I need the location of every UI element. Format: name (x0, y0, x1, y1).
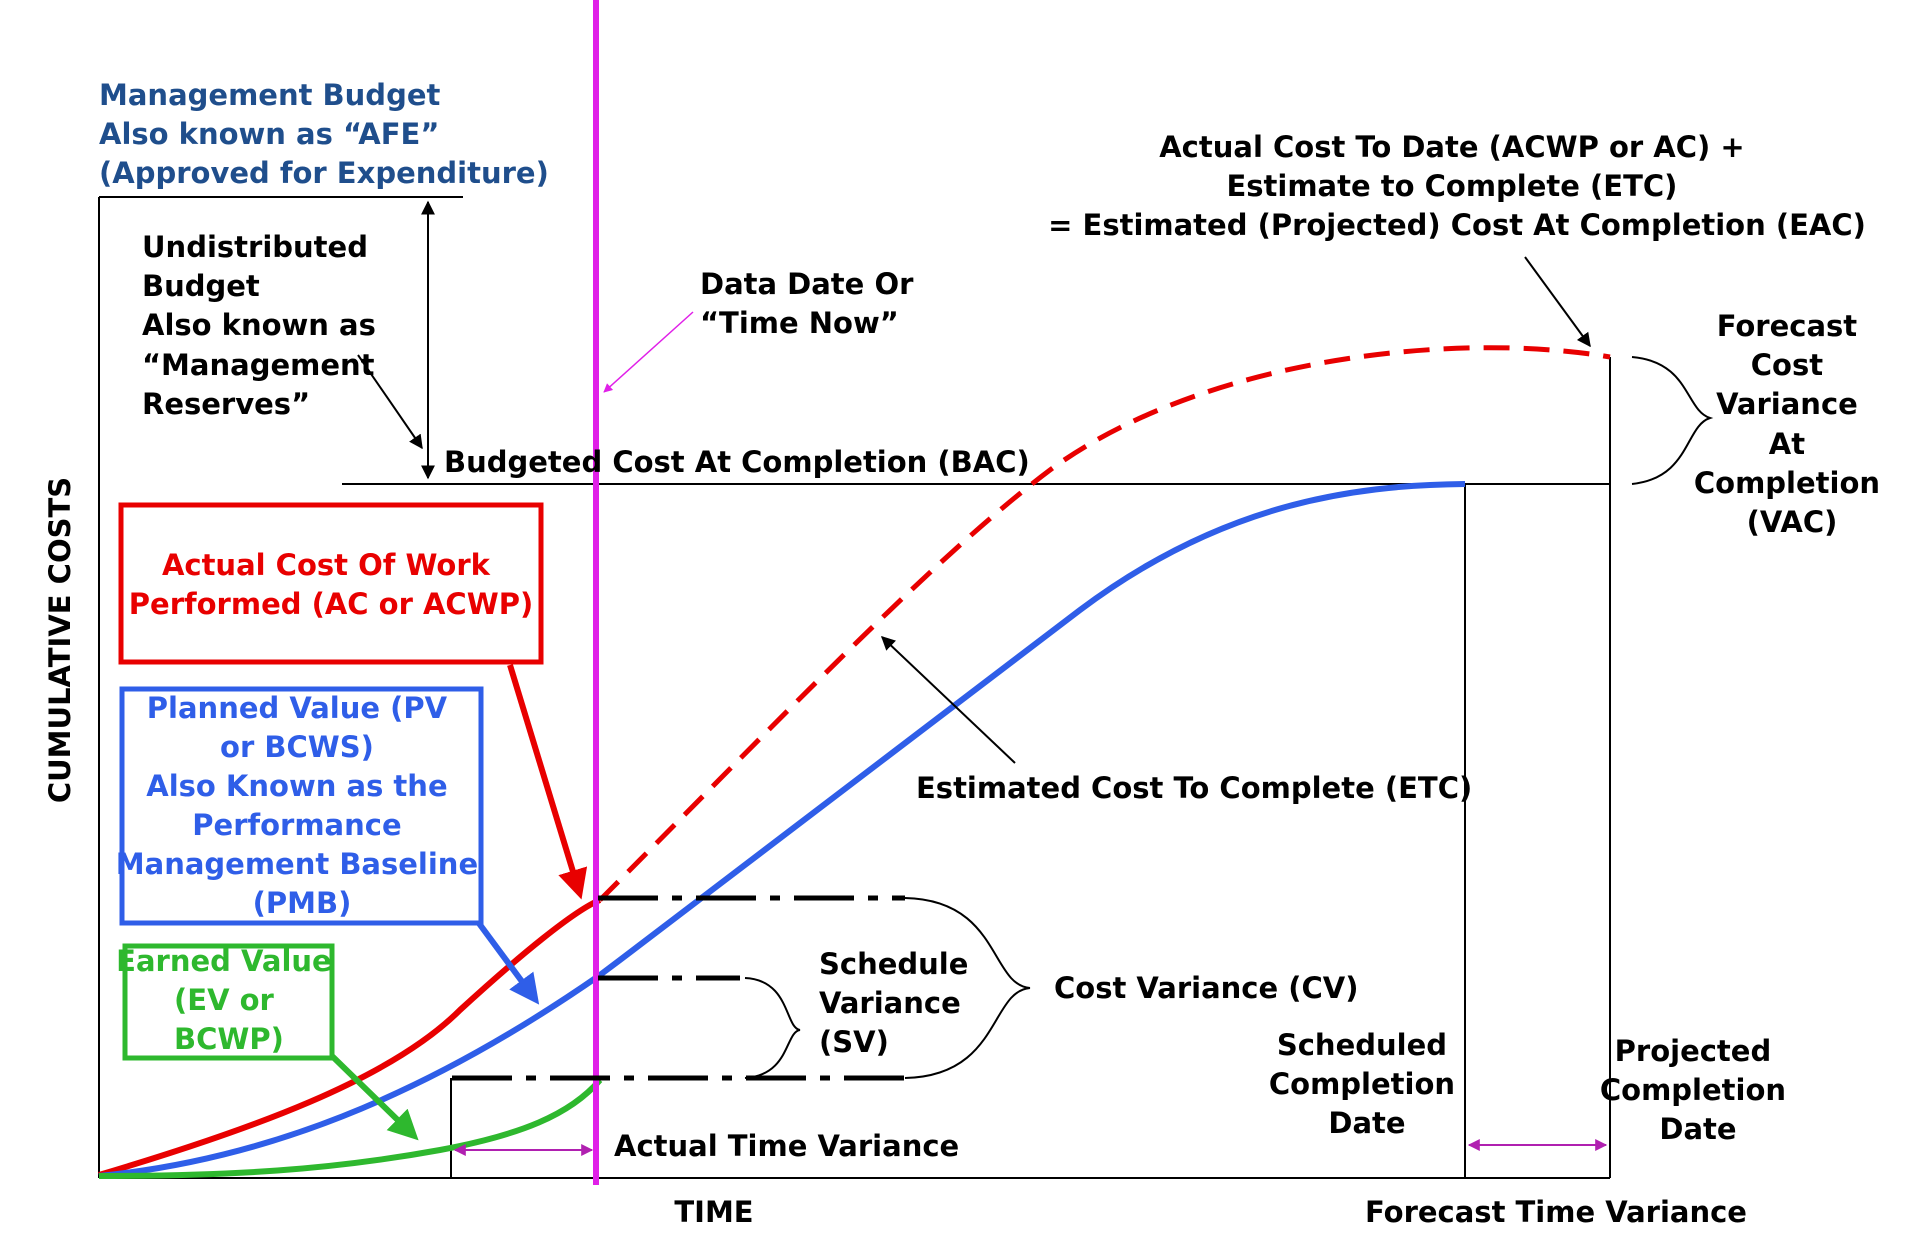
eac-note-text: Actual Cost To Date (ACWP or AC) + Estim… (1048, 130, 1866, 242)
undistributed-pointer-arrow (357, 354, 423, 450)
cost-variance-text: Cost Variance (CV) (1054, 971, 1359, 1005)
ev-pointer-arrow (329, 1053, 419, 1141)
data-date-pointer-arrow (603, 311, 694, 393)
acwp-box-text: Actual Cost Of Work Performed (AC or ACW… (129, 548, 533, 621)
cost-variance-brace (904, 897, 1031, 1079)
schedule-variance-text: Schedule Variance (SV) (819, 947, 979, 1059)
x-axis-label: TIME (674, 1195, 753, 1229)
actual-cost-curve (98, 897, 602, 1178)
braces (744, 356, 1714, 1079)
pv-box (119, 686, 484, 926)
earned-value-curve (98, 1078, 603, 1179)
vac-brace (1631, 356, 1714, 485)
pv-box-text: Planned Value (PV or BCWS) Also Known as… (116, 691, 488, 920)
projected-completion-text: Projected Completion Date (1600, 1034, 1796, 1146)
acwp-box (118, 502, 544, 665)
planned-value-curve (98, 481, 1466, 1179)
etc-pointer-arrow (880, 636, 1016, 764)
pv-pointer-arrow (475, 920, 540, 1005)
schedule-variance-brace (744, 977, 801, 1079)
data-date-text: Data Date Or “Time Now” (700, 267, 924, 340)
vac-text: Forecast Cost Variance At Completion (VA… (1694, 309, 1890, 539)
axes (98, 196, 1611, 1179)
forecast-time-variance-text: Forecast Time Variance (1365, 1195, 1747, 1229)
management-budget-text: Management Budget Also known as “AFE” (A… (99, 78, 549, 190)
etc-text: Estimated Cost To Complete (ETC) (916, 771, 1472, 805)
ev-box-text: Earned Value (EV or BCWP) (116, 944, 342, 1056)
actual-time-variance-text: Actual Time Variance (614, 1129, 959, 1163)
ev-box (122, 943, 335, 1061)
acwp-pointer-arrow (507, 664, 588, 900)
eac-pointer-arrow (1524, 256, 1591, 348)
undistributed-budget-text: Undistributed Budget Also known as “Mana… (142, 230, 386, 421)
variance-leaders (452, 895, 905, 1081)
y-axis-label: CUMULATIVE COSTS (43, 477, 77, 803)
bac-text: Budgeted Cost At Completion (BAC) (444, 445, 1030, 479)
scheduled-completion-text: Scheduled Completion Date (1269, 1028, 1465, 1140)
etc-forecast-curve (598, 345, 1611, 902)
